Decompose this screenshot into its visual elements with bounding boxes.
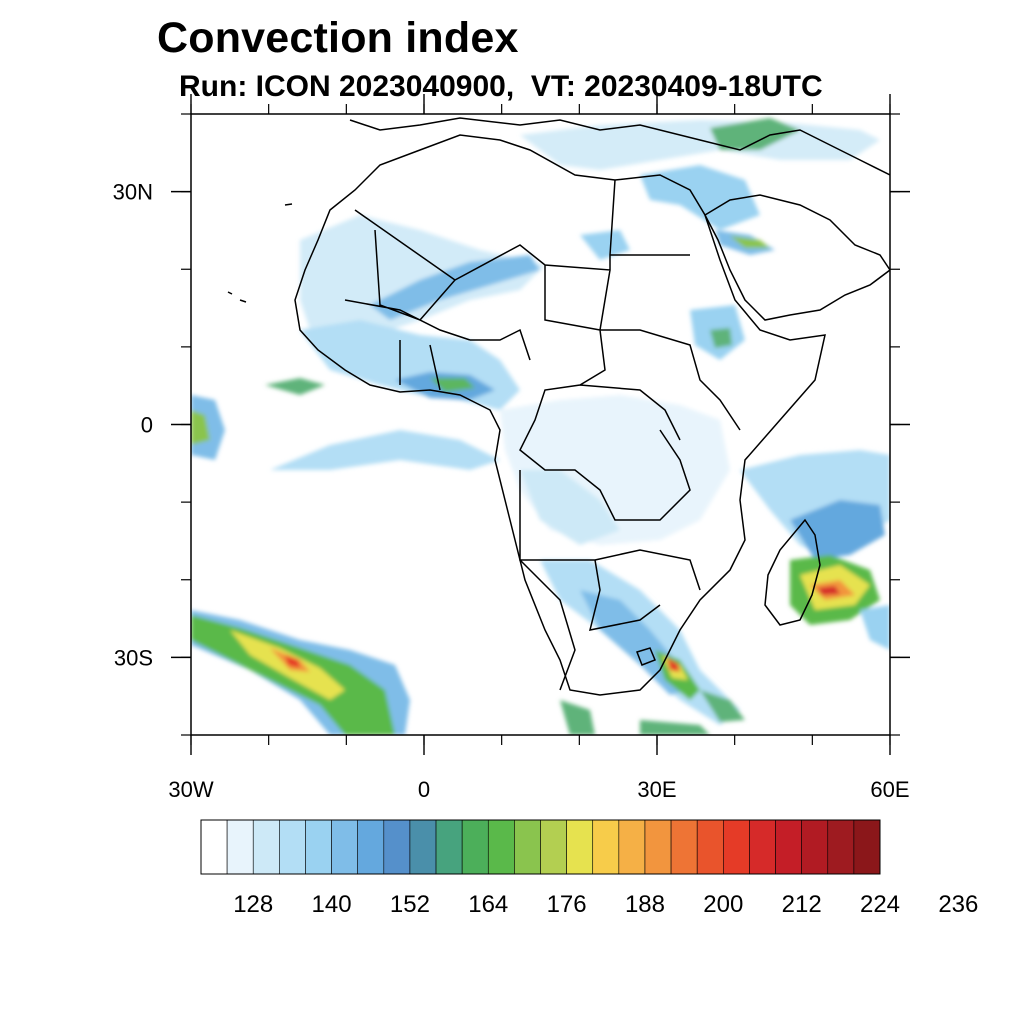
field-patch — [790, 500, 885, 560]
field-patch — [710, 328, 732, 348]
colorbar-swatch — [305, 819, 332, 875]
colorbar-swatch — [357, 819, 385, 875]
colorbar-swatch — [409, 819, 437, 875]
axis-tick-labels: 30N 0 30S 30W 0 30E 60E — [113, 180, 910, 802]
colorbar-tick-label: 152 — [390, 891, 430, 918]
coastlines — [227, 117, 890, 696]
colorbar-labels: 128 140 152 164 176 188 200 212 224 236 — [233, 891, 978, 918]
colorbar-swatch — [566, 819, 594, 875]
convection-field — [191, 118, 890, 735]
field-patch — [430, 378, 475, 392]
map-title: Convection index — [157, 14, 519, 62]
lon-tick-label: 30W — [168, 777, 213, 802]
colorbar-swatch — [827, 819, 855, 875]
colorbar-swatch — [618, 819, 646, 875]
colorbar-swatch — [540, 819, 567, 875]
colorbar-tick-label: 128 — [233, 891, 273, 918]
lat-tick-label: 0 — [141, 413, 153, 438]
lon-tick-label: 60E — [870, 777, 909, 802]
field-patch — [860, 605, 890, 650]
field-patch — [667, 658, 680, 672]
colorbar-tick-label: 176 — [547, 891, 587, 918]
colorbar-swatch — [644, 819, 672, 875]
field-patch — [700, 690, 745, 722]
lat-tick-label: 30N — [113, 180, 153, 205]
colorbar-swatch — [696, 819, 724, 875]
islands — [227, 203, 293, 303]
field-patch — [265, 378, 325, 395]
arabia-coastline — [704, 194, 890, 321]
colorbar-swatch — [383, 819, 411, 875]
colorbar-tick-label: 224 — [860, 891, 900, 918]
field-patch — [285, 655, 300, 668]
colorbar-swatch — [801, 819, 829, 875]
colorbar-swatch — [853, 819, 881, 875]
field-patch — [730, 236, 770, 248]
colorbar-tick-label: 140 — [312, 891, 352, 918]
lat-tick-label: 30S — [114, 645, 153, 670]
colorbar-tick-label: 188 — [625, 891, 665, 918]
colorbar-swatch — [461, 819, 489, 875]
field-patch — [520, 470, 620, 545]
madagascar-coastline — [764, 518, 821, 626]
field-patch — [818, 586, 840, 595]
mediterranean-coastline — [349, 117, 890, 176]
colorbar-swatch — [592, 819, 620, 875]
colorbar — [200, 819, 881, 875]
colorbar-swatch — [749, 819, 776, 875]
field-patch — [370, 255, 540, 320]
field-patch — [300, 215, 545, 340]
axis-ticks — [171, 94, 910, 755]
colorbar-swatch — [670, 819, 698, 875]
field-patch — [710, 118, 800, 150]
colorbar-swatch — [252, 819, 280, 875]
country-borders — [344, 179, 741, 691]
lon-tick-label: 30E — [637, 777, 676, 802]
field-patch — [560, 700, 595, 735]
field-patch — [580, 230, 630, 260]
colorbar-tick-label: 212 — [782, 891, 822, 918]
colorbar-swatch — [723, 819, 750, 875]
lon-tick-label: 0 — [418, 777, 430, 802]
field-patch — [270, 430, 500, 470]
colorbar-swatch — [514, 819, 541, 875]
map-subtitle: Run: ICON 2023040900, VT: 20230409-18UTC — [179, 70, 823, 103]
colorbar-frame — [200, 819, 881, 875]
field-patch — [191, 395, 225, 460]
colorbar-swatch — [331, 819, 358, 875]
field-patch — [640, 165, 760, 230]
field-patch — [191, 410, 210, 445]
colorbar-tick-label: 236 — [938, 891, 978, 918]
colorbar-swatch — [435, 819, 463, 875]
colorbar-swatch — [226, 819, 254, 875]
lesotho-border — [636, 647, 656, 666]
colorbar-swatch — [487, 819, 515, 875]
field-patch — [640, 720, 710, 735]
colorbar-tick-label: 200 — [703, 891, 743, 918]
colorbar-tick-label: 164 — [468, 891, 508, 918]
africa-coastline — [294, 134, 826, 696]
colorbar-swatch — [775, 819, 802, 875]
colorbar-swatch — [279, 819, 306, 875]
colorbar-swatch — [200, 819, 228, 875]
